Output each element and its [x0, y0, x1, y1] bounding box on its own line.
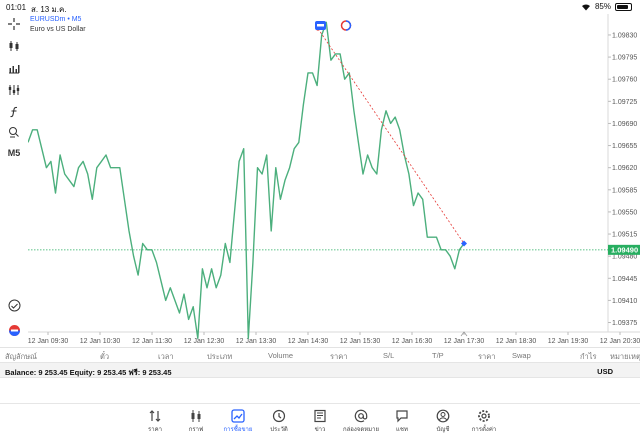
column-sl[interactable]: S/L	[383, 351, 395, 360]
chat-icon	[396, 410, 408, 423]
y-tick-label: 1.09655	[612, 143, 637, 150]
trade-panel-icon[interactable]	[5, 322, 23, 338]
status-date: ส. 13 ม.ค.	[31, 5, 67, 14]
current-price-tag	[608, 244, 640, 255]
nav-mailbox-label: กล่องจดหมาย	[342, 427, 380, 433]
y-tick-label: 1.09585	[612, 187, 637, 194]
x-tick-label: 12 Jan 10:30	[80, 338, 121, 345]
trade-columns-header: สัญลักษณ์ ตั๋ว เวลา ประเภท Volume ราคา S…	[0, 347, 640, 362]
balance-text: Balance: 9 253.45 Equity: 9 253.45 ฟรี: …	[5, 368, 172, 377]
mailbox-icon	[354, 409, 368, 423]
nav-settings[interactable]: การตั้งค่า	[464, 408, 504, 434]
nav-history[interactable]: ประวัติ	[259, 408, 299, 434]
nav-chart-label: กราฟ	[188, 427, 204, 433]
buy-sell-panel-icon-bar	[317, 24, 324, 27]
nav-settings-label: การตั้งค่า	[471, 427, 497, 433]
column-type[interactable]: ประเภท	[207, 352, 233, 361]
timeframe-button[interactable]: M5	[7, 148, 21, 158]
history-icon	[272, 409, 286, 423]
template-icon[interactable]	[5, 124, 23, 140]
nav-quotes-label: ราคา	[148, 427, 162, 433]
y-tick-label: 1.09725	[612, 99, 637, 106]
trade-icon	[231, 409, 245, 423]
column-comment[interactable]: หมายเหตุ	[610, 352, 640, 361]
price-chart[interactable]: 1.09830 1.09795 1.09760 1.09725 1.09690 1.096…	[28, 14, 640, 346]
account-icon	[436, 409, 450, 423]
x-tick-label: 12 Jan 18:30	[496, 338, 537, 345]
column-tp[interactable]: T/P	[432, 351, 444, 360]
y-tick-label: 1.09830	[612, 32, 637, 39]
chart-toolbar: M5	[0, 14, 28, 336]
nav-news[interactable]: ข่าว	[300, 408, 340, 434]
x-tick-label: 12 Jan 19:30	[548, 338, 589, 345]
current-price-label: 1.09490	[611, 246, 638, 255]
column-symbol[interactable]: สัญลักษณ์	[5, 352, 38, 361]
function-icon[interactable]	[5, 104, 23, 120]
symbol-info: EURUSDm • M5 Euro vs US Dollar	[30, 15, 86, 35]
one-click-icon-half	[345, 20, 352, 31]
candle-type-icon[interactable]	[5, 38, 23, 54]
y-tick-label: 1.09690	[612, 121, 637, 128]
nav-chat-label: แชท	[396, 427, 408, 433]
balance-bar: Balance: 9 253.45 Equity: 9 253.45 ฟรี: …	[0, 362, 640, 378]
y-tick-label: 1.09445	[612, 276, 637, 283]
y-tick-label: 1.09550	[612, 209, 637, 216]
settings-icon	[478, 410, 490, 422]
nav-history-label: ประวัติ	[270, 427, 288, 433]
x-tick-label: 12 Jan 13:30	[236, 338, 277, 345]
quotes-icon	[149, 410, 161, 422]
column-price-current[interactable]: ราคา	[478, 352, 496, 361]
column-volume[interactable]: Volume	[268, 351, 294, 360]
nav-account-label: บัญชี	[436, 427, 450, 433]
crosshair-icon[interactable]	[5, 16, 23, 32]
status-bar: 01:01 ส. 13 ม.ค. 85%	[0, 0, 640, 14]
nav-mailbox[interactable]: กล่องจดหมาย	[341, 408, 381, 434]
y-tick-label: 1.09410	[612, 298, 637, 305]
account-currency: USD	[597, 367, 613, 376]
y-tick-label: 1.09515	[612, 232, 637, 239]
x-tick-label: 12 Jan 15:30	[340, 338, 381, 345]
x-tick-label: 12 Jan 16:30	[392, 338, 433, 345]
time-scroll-caret	[460, 331, 468, 337]
nav-trade[interactable]: การซื้อขาย	[218, 408, 258, 434]
wifi-icon	[581, 3, 590, 11]
objects-icon[interactable]	[5, 82, 23, 98]
trade-history-line	[317, 28, 465, 244]
battery-icon	[615, 2, 632, 11]
nav-quotes[interactable]: ราคา	[135, 408, 175, 434]
symbol-description: Euro vs US Dollar	[30, 26, 86, 33]
x-tick-label: 12 Jan 20:30	[600, 338, 640, 345]
y-tick-label: 1.09375	[612, 320, 637, 327]
bottom-nav: ราคา กราฟ การซื้อขาย ประวัติ ข่าว กล่องจ…	[0, 403, 640, 447]
indicators-icon[interactable]	[5, 60, 23, 76]
news-icon	[314, 409, 326, 423]
nav-chat[interactable]: แชท	[382, 408, 422, 434]
x-tick-label: 12 Jan 11:30	[132, 338, 172, 345]
y-tick-label: 1.09795	[612, 55, 637, 62]
chart-icon	[191, 410, 201, 422]
nav-trade-label: การซื้อขาย	[223, 427, 253, 433]
battery-percent: 85%	[594, 2, 611, 11]
price-chart-svg[interactable]: 1.09830 1.09795 1.09760 1.09725 1.09690 1.096…	[28, 14, 640, 346]
x-tick-label: 12 Jan 12:30	[184, 338, 225, 345]
status-time: 01:01	[6, 3, 27, 12]
column-profit[interactable]: กำไร	[580, 352, 597, 361]
nav-account[interactable]: บัญชี	[423, 408, 463, 434]
x-tick-label: 12 Jan 17:30	[444, 338, 485, 345]
column-price-open[interactable]: ราคา	[330, 352, 348, 361]
nav-news-label: ข่าว	[314, 427, 326, 433]
y-tick-label: 1.09480	[612, 254, 637, 261]
column-swap[interactable]: Swap	[512, 351, 531, 360]
x-tick-label: 12 Jan 14:30	[288, 338, 329, 345]
price-series-line	[28, 21, 465, 339]
one-click-trading-icon[interactable]	[5, 297, 23, 313]
symbol-name[interactable]: EURUSDm • M5	[30, 16, 82, 23]
y-tick-label: 1.09620	[612, 165, 637, 172]
column-time[interactable]: เวลา	[158, 352, 174, 361]
trade-close-marker	[461, 240, 467, 247]
nav-chart[interactable]: กราฟ	[176, 408, 216, 434]
column-ticket[interactable]: ตั๋ว	[100, 352, 110, 361]
x-tick-label: 12 Jan 09:30	[28, 338, 68, 345]
y-tick-label: 1.09760	[612, 77, 637, 84]
